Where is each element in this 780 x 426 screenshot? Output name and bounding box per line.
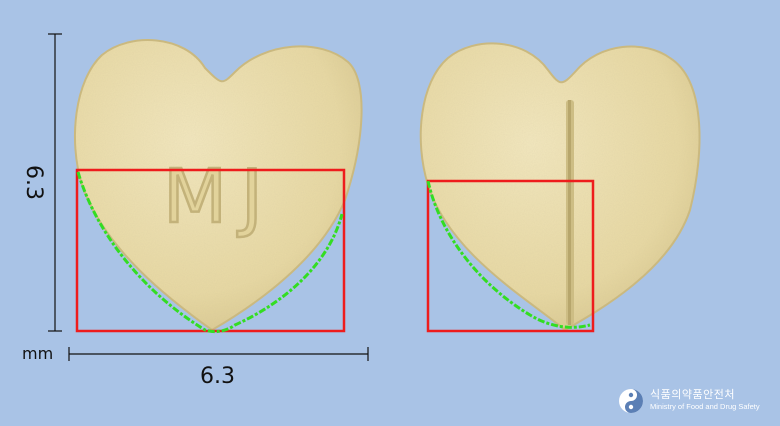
width-dimension-line — [68, 347, 369, 361]
width-label: 6.3 — [200, 364, 235, 389]
pill-back — [419, 42, 701, 332]
contour-right — [426, 180, 591, 329]
pill-front: MJ — [74, 39, 363, 332]
mfds-emblem-icon — [619, 389, 643, 413]
height-label: 6.3 — [21, 165, 46, 200]
bounding-box-right — [426, 179, 595, 333]
logo-english-text: Ministry of Food and Drug Safety — [650, 402, 760, 411]
pill-imprint: MJ — [163, 154, 277, 240]
logo-korean-text: 식품의약품안전처 — [650, 388, 735, 401]
mfds-logo: 식품의약품안전처 Ministry of Food and Drug Safet… — [618, 386, 778, 420]
unit-label: mm — [22, 344, 54, 363]
height-dimension-line — [48, 33, 62, 332]
